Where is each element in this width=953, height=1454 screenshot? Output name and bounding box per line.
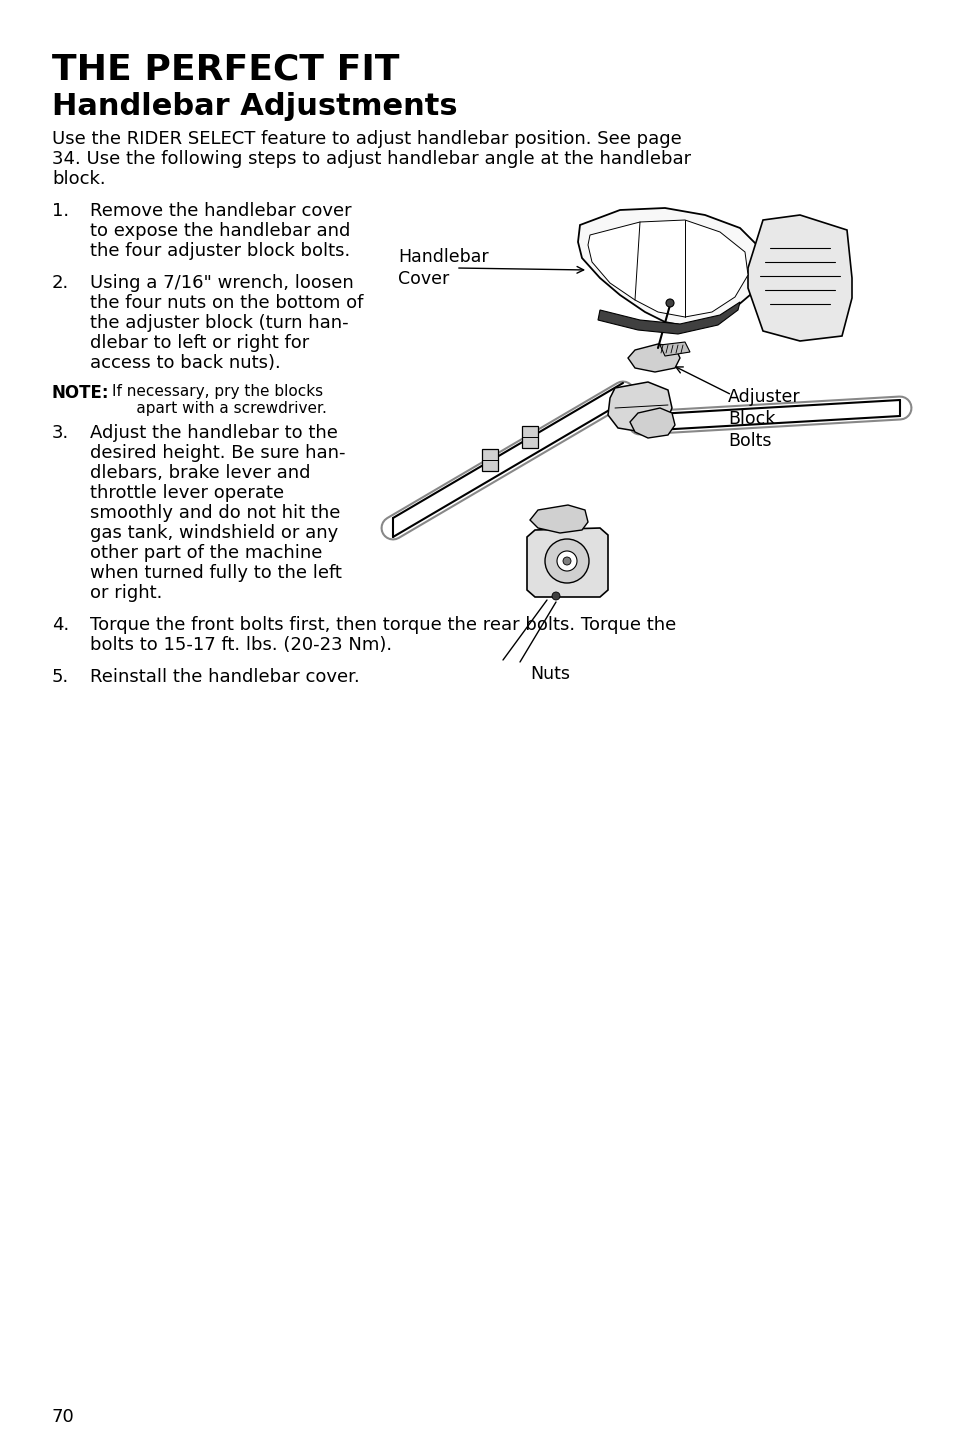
Text: the four adjuster block bolts.: the four adjuster block bolts. [90,241,350,260]
Text: THE PERFECT FIT: THE PERFECT FIT [52,52,399,86]
Text: 34. Use the following steps to adjust handlebar angle at the handlebar: 34. Use the following steps to adjust ha… [52,150,690,169]
FancyBboxPatch shape [521,426,537,448]
Polygon shape [526,528,607,598]
Text: Use the RIDER SELECT feature to adjust handlebar position. See page: Use the RIDER SELECT feature to adjust h… [52,129,681,148]
FancyBboxPatch shape [481,449,497,471]
Circle shape [544,539,588,583]
Text: Adjuster
Block
Bolts: Adjuster Block Bolts [727,388,800,451]
Text: Remove the handlebar cover: Remove the handlebar cover [90,202,352,220]
Text: Reinstall the handlebar cover.: Reinstall the handlebar cover. [90,667,359,686]
Text: Using a 7/16" wrench, loosen: Using a 7/16" wrench, loosen [90,273,354,292]
Text: Torque the front bolts first, then torque the rear bolts. Torque the: Torque the front bolts first, then torqu… [90,616,676,634]
Text: 1.: 1. [52,202,69,220]
Text: 70: 70 [52,1407,74,1426]
Text: NOTE:: NOTE: [52,384,110,401]
Text: access to back nuts).: access to back nuts). [90,353,280,372]
Circle shape [552,592,559,601]
Circle shape [665,300,673,307]
Polygon shape [747,215,851,342]
Text: the four nuts on the bottom of: the four nuts on the bottom of [90,294,363,313]
Text: 2.: 2. [52,273,70,292]
Text: dlebars, brake lever and: dlebars, brake lever and [90,464,310,481]
Text: other part of the machine: other part of the machine [90,544,322,563]
Text: the adjuster block (turn han-: the adjuster block (turn han- [90,314,348,332]
Text: throttle lever operate: throttle lever operate [90,484,284,502]
Text: Adjust the handlebar to the: Adjust the handlebar to the [90,425,337,442]
Text: dlebar to left or right for: dlebar to left or right for [90,334,309,352]
Text: Handlebar Adjustments: Handlebar Adjustments [52,92,457,121]
Polygon shape [578,208,761,326]
Text: block.: block. [52,170,106,188]
Polygon shape [607,382,671,432]
Text: 5.: 5. [52,667,70,686]
Text: Nuts: Nuts [530,664,569,683]
Text: 4.: 4. [52,616,70,634]
Text: gas tank, windshield or any: gas tank, windshield or any [90,523,338,542]
Text: apart with a screwdriver.: apart with a screwdriver. [112,401,327,416]
Circle shape [562,557,571,566]
Polygon shape [659,342,689,356]
Circle shape [557,551,577,571]
Polygon shape [530,505,587,534]
Polygon shape [598,302,740,334]
Text: or right.: or right. [90,585,162,602]
Polygon shape [629,409,675,438]
Text: desired height. Be sure han-: desired height. Be sure han- [90,443,345,462]
Text: smoothly and do not hit the: smoothly and do not hit the [90,505,340,522]
Text: bolts to 15-17 ft. lbs. (20-23 Nm).: bolts to 15-17 ft. lbs. (20-23 Nm). [90,635,392,654]
Polygon shape [587,220,747,317]
Text: when turned fully to the left: when turned fully to the left [90,564,341,582]
Polygon shape [627,345,679,372]
Text: If necessary, pry the blocks: If necessary, pry the blocks [112,384,323,398]
Text: 3.: 3. [52,425,70,442]
Text: to expose the handlebar and: to expose the handlebar and [90,222,350,240]
Text: Handlebar
Cover: Handlebar Cover [397,249,488,288]
